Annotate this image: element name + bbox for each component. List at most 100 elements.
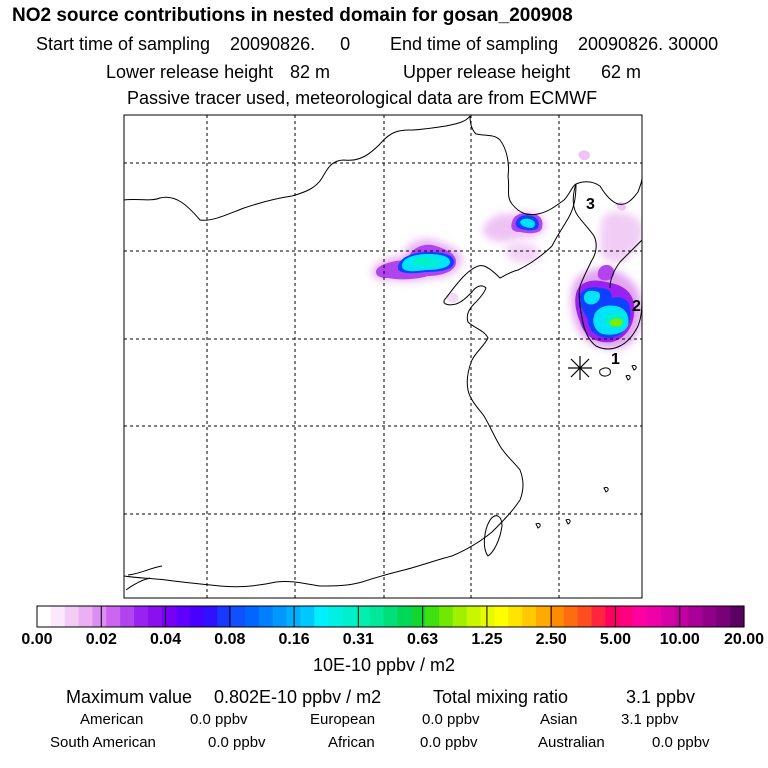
colorbar-swatch — [189, 606, 204, 627]
colorbar-swatch — [300, 606, 315, 627]
upper-height-label: Upper release height — [403, 62, 571, 82]
colorbar-swatch — [605, 606, 620, 627]
end-time-value: 20090826. 30000 — [578, 34, 719, 54]
colorbar-units: 10E-10 ppbv / m2 — [312, 655, 456, 675]
max-value: 0.802E-10 ppbv / m2 — [214, 687, 382, 707]
colorbar-tick-label: 5.00 — [599, 631, 632, 648]
colorbar-tick-label: 20.00 — [723, 631, 765, 648]
colorbar-tick-label: 0.04 — [149, 631, 182, 648]
colorbar-swatch — [702, 606, 717, 627]
colorbar-tick-label: 1.25 — [471, 631, 503, 648]
region-american-label: American — [80, 711, 144, 728]
colorbar-tick-label: 0.08 — [214, 631, 246, 648]
colorbar-swatch — [355, 606, 371, 627]
total-mixing-label: Total mixing ratio — [433, 687, 569, 707]
colorbar-swatch — [231, 606, 246, 627]
colorbar-swatch — [522, 606, 537, 627]
colorbar-swatch — [439, 606, 454, 627]
colorbar-tick-label: 0.63 — [407, 631, 439, 648]
plume-northeast-china-west — [372, 238, 462, 282]
receptor-label-2: 2 — [632, 298, 641, 315]
colorbar-swatch — [272, 606, 288, 627]
end-time-label: End time of sampling — [390, 34, 559, 54]
colorbar-tick-label: 0.02 — [85, 631, 117, 648]
colorbar-swatch — [147, 606, 163, 627]
colorbar-swatch — [688, 606, 704, 627]
region-south-american-label: South American — [50, 734, 156, 751]
colorbar-swatch — [328, 606, 343, 627]
colorbar-swatch — [50, 606, 66, 627]
plume-faint-east — [505, 242, 541, 264]
colorbar-swatch — [646, 606, 662, 627]
colorbar-swatch — [536, 606, 551, 627]
colorbar-swatch — [203, 606, 218, 627]
start-time-value: 20090826. 0 — [230, 34, 351, 54]
colorbar-swatch — [674, 606, 690, 627]
colorbar-swatch — [397, 606, 412, 627]
colorbar-swatch — [411, 606, 426, 627]
colorbar-swatch — [134, 606, 149, 627]
colorbar-swatch — [425, 606, 440, 627]
colorbar-swatch — [64, 606, 80, 627]
plume-layer — [124, 115, 642, 598]
plume-faint-far-north — [578, 150, 590, 161]
colorbar — [36, 605, 745, 628]
plume-korea — [571, 264, 642, 349]
max-value-label: Maximum value — [66, 687, 193, 707]
colorbar-swatch — [480, 606, 496, 627]
plume-faint-korea-north — [599, 211, 642, 263]
region-australian-label: Australian — [538, 734, 605, 751]
plume-faint-blob — [616, 201, 626, 211]
colorbar-swatch — [508, 606, 523, 627]
start-time-label: Start time of sampling — [36, 34, 211, 54]
colorbar-swatch — [78, 606, 94, 627]
region-asian-value: 3.1 ppbv — [621, 711, 679, 728]
plume-faint-bohai — [446, 293, 459, 303]
region-south-american-value: 0.0 ppbv — [208, 734, 266, 751]
upper-height-value: 62 m — [601, 62, 642, 82]
total-mixing-value: 3.1 ppbv — [626, 687, 696, 707]
receptor-marker-icon — [568, 356, 592, 380]
region-european-value: 0.0 ppbv — [422, 711, 480, 728]
grid-lines — [124, 115, 642, 598]
colorbar-swatch — [106, 606, 121, 627]
plot-frame — [123, 114, 643, 599]
colorbar-swatch — [619, 606, 634, 627]
colorbar-swatch — [120, 606, 135, 627]
colorbar-swatch — [716, 606, 731, 627]
colorbar-swatch — [383, 606, 399, 627]
colorbar-swatch — [314, 606, 329, 627]
met-data-note: Passive tracer used, meteorological data… — [127, 88, 598, 108]
colorbar-tick-label: 0.00 — [21, 631, 53, 648]
colorbar-swatch — [577, 606, 593, 627]
colorbar-swatch — [161, 606, 177, 627]
colorbar-swatch — [494, 606, 509, 627]
lower-height-value: 82 m — [290, 62, 331, 82]
region-asian-label: Asian — [540, 711, 578, 728]
colorbar-tick-label: 0.16 — [278, 631, 310, 648]
plume-northeast-china-northeast — [482, 212, 547, 242]
colorbar-swatch — [37, 606, 52, 627]
chart-title: NO2 source contributions in nested domai… — [12, 5, 573, 26]
colorbar-swatch — [466, 606, 482, 627]
region-african-value: 0.0 ppbv — [420, 734, 478, 751]
colorbar-swatch — [563, 606, 579, 627]
colorbar-swatch — [452, 606, 468, 627]
region-australian-value: 0.0 ppbv — [652, 734, 710, 751]
receptor-label-1: 1 — [611, 351, 620, 368]
colorbar-swatch — [341, 606, 357, 627]
colorbar-swatch — [730, 606, 745, 627]
colorbar-swatch — [217, 606, 232, 627]
colorbar-swatch — [633, 606, 648, 627]
receptor-label-3: 3 — [586, 196, 595, 213]
colorbar-swatch — [92, 606, 107, 627]
region-american-value: 0.0 ppbv — [190, 711, 248, 728]
colorbar-swatch — [258, 606, 274, 627]
colorbar-swatch — [549, 606, 565, 627]
colorbar-tick-label: 2.50 — [535, 631, 567, 648]
region-african-label: African — [328, 734, 375, 751]
lower-height-label: Lower release height — [106, 62, 274, 82]
region-european-label: European — [310, 711, 376, 728]
colorbar-swatch — [369, 606, 385, 627]
map-figure: 3 2 1 — [36, 114, 745, 628]
